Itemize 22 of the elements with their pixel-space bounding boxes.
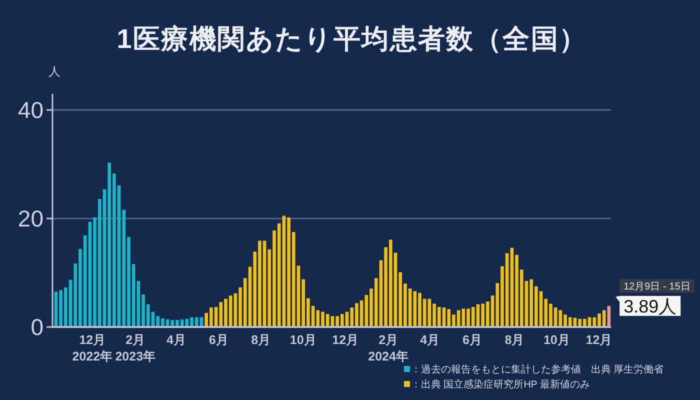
x-tick-label: 2月 2024年 <box>368 333 409 364</box>
x-tick-label: 6月 <box>208 333 229 347</box>
x-tick-label: 10月 <box>290 333 317 347</box>
x-tick-label: 4月 <box>166 333 187 347</box>
x-tick-label: 6月 <box>462 333 482 347</box>
x-tick-label: 10月 <box>544 333 570 347</box>
y-tick-label: 40 <box>18 96 44 123</box>
x-tick-label: 12月 <box>332 333 360 347</box>
legend-label: ：出典 国立感染症研究所HP 最新値のみ <box>411 378 590 390</box>
chart-title: 1医療機関あたり平均患者数（全国） <box>116 24 588 54</box>
annotation: 12月9日 - 15日 <box>624 282 690 293</box>
x-tick-label: 8月 <box>504 333 525 347</box>
legend-label: ：過去の報告をもとに集計した参考値 出典 厚生労働省 <box>411 364 664 376</box>
x-tick-label: 4月 <box>420 333 440 347</box>
x-tick-label: 2月 2023年 <box>115 333 156 364</box>
y-axis-title: 人 <box>48 64 60 79</box>
x-tick-label: 12月 2022年 <box>72 333 114 364</box>
x-tick-label: 8月 <box>251 333 272 347</box>
annotation: 3.89人 <box>624 296 677 316</box>
x-tick-label: 12月 <box>586 333 613 347</box>
y-tick-label: 0 <box>30 314 44 340</box>
y-tick-label: 20 <box>18 205 44 232</box>
